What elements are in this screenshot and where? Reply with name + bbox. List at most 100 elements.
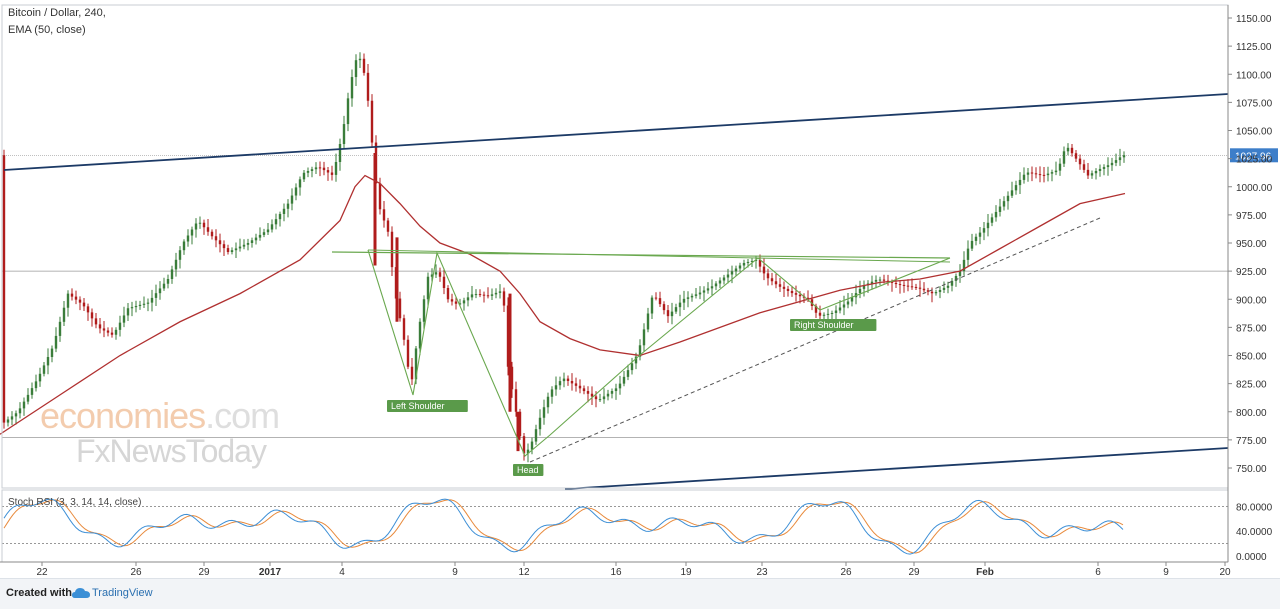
candle-body xyxy=(490,294,494,296)
price-tick-label: 1075.00 xyxy=(1236,98,1273,109)
candle-body xyxy=(38,373,42,382)
candle-body xyxy=(938,289,942,293)
rsi-tick-label: 0.0000 xyxy=(1236,552,1267,563)
price-tick-label: 900.00 xyxy=(1236,295,1267,306)
candle-body xyxy=(1058,163,1062,171)
candle-body xyxy=(530,441,534,450)
trend-lines xyxy=(3,93,1229,490)
horizontal-levels: 1027.96 xyxy=(2,148,1278,544)
candle-body xyxy=(430,274,434,277)
candle-body xyxy=(638,345,642,357)
candle-body xyxy=(1078,158,1082,165)
candle-body xyxy=(982,228,986,233)
candle-body xyxy=(1122,155,1126,158)
candle-body xyxy=(606,393,610,397)
candle-body xyxy=(122,315,126,323)
candle-body xyxy=(26,394,30,402)
candle-body xyxy=(890,281,894,283)
candle-body xyxy=(842,304,846,308)
candle-body xyxy=(642,329,646,346)
candle-body xyxy=(690,295,694,298)
candle-body xyxy=(1090,173,1094,176)
tradingview-link[interactable]: TradingView xyxy=(92,587,153,599)
candle-body xyxy=(62,307,66,322)
candle-body xyxy=(214,236,218,241)
candle-body xyxy=(102,328,106,331)
candle-body xyxy=(1070,147,1074,154)
candle-body xyxy=(1006,195,1010,202)
candle-body xyxy=(94,318,98,325)
candle-body xyxy=(658,298,662,305)
candle-body xyxy=(446,288,450,300)
stoch-rsi-k-line xyxy=(3,498,1124,555)
candle-body xyxy=(158,288,162,294)
candle-body xyxy=(966,248,970,260)
candle-body xyxy=(786,288,790,291)
candle-body xyxy=(142,303,146,305)
candle-body xyxy=(382,209,386,221)
candle-body xyxy=(34,381,38,389)
chart-axes: 750.00 775.00 800.00 825.00 850.00 875.00 900.… xyxy=(0,4,1273,578)
ema-legend: EMA (50, close) xyxy=(8,24,86,36)
candle-body xyxy=(926,290,930,292)
candle-body xyxy=(790,291,794,294)
candle-body xyxy=(508,293,512,412)
time-tick-label: Feb xyxy=(976,567,994,578)
candle-body xyxy=(126,308,130,316)
candle-body xyxy=(870,281,874,284)
candle-body xyxy=(586,391,590,394)
time-tick-label: 9 xyxy=(452,567,458,578)
candle-body xyxy=(726,274,730,278)
candle-body xyxy=(274,219,278,225)
candle-body xyxy=(98,324,102,329)
candle-body xyxy=(654,297,658,299)
candle-body xyxy=(106,330,110,333)
time-tick-label: 26 xyxy=(840,567,852,578)
candle-body xyxy=(950,280,954,286)
time-tick-label: 23 xyxy=(756,567,768,578)
head-label: Head xyxy=(517,465,539,475)
candle-body xyxy=(782,286,786,289)
candle-body xyxy=(138,304,142,306)
candle-body xyxy=(934,292,938,294)
candle-body xyxy=(166,279,170,284)
candle-body xyxy=(78,299,82,303)
candle-body xyxy=(506,305,510,367)
price-tick-label: 1000.00 xyxy=(1236,183,1273,194)
rsi-tick-label: 80.0000 xyxy=(1236,502,1273,513)
candle-body xyxy=(626,370,630,377)
time-tick-label: 4 xyxy=(339,567,345,578)
candle-body xyxy=(554,385,558,390)
candle-body xyxy=(826,313,830,315)
candle-body xyxy=(674,307,678,312)
dashed-support-line xyxy=(529,217,1101,463)
candle-body xyxy=(662,304,666,311)
candle-body xyxy=(1102,167,1106,169)
candle-body xyxy=(706,288,710,291)
candle-body xyxy=(310,169,314,171)
candle-body xyxy=(686,297,690,299)
candle-body xyxy=(710,286,714,289)
candle-body xyxy=(510,366,514,390)
price-tick-label: 850.00 xyxy=(1236,352,1267,363)
candle-body xyxy=(814,306,818,313)
candle-body xyxy=(342,124,346,144)
candle-body xyxy=(722,277,726,281)
candle-body xyxy=(442,276,446,288)
time-tick-label: 2017 xyxy=(259,567,282,578)
candle-body xyxy=(174,259,178,270)
candle-body xyxy=(1110,162,1114,166)
candle-body xyxy=(454,301,458,304)
time-tick-label: 29 xyxy=(198,567,210,578)
candle-body xyxy=(762,266,766,274)
candle-body xyxy=(218,240,222,245)
candle-body xyxy=(678,302,682,308)
candle-body xyxy=(474,294,478,296)
candle-body xyxy=(562,378,566,382)
price-tick-label: 1125.00 xyxy=(1236,42,1272,53)
candle-body xyxy=(902,284,906,286)
candle-body xyxy=(518,411,522,437)
candle-body xyxy=(622,376,626,384)
candle-body xyxy=(1114,160,1118,163)
